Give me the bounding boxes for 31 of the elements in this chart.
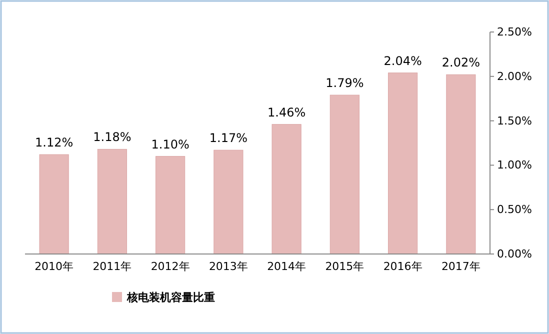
bar	[156, 156, 186, 254]
bar	[214, 150, 244, 254]
y-tick-label: 0.00%	[497, 248, 532, 261]
data-label: 1.17%	[209, 131, 248, 146]
data-label: 2.02%	[442, 56, 480, 70]
data-label: 1.10%	[151, 137, 190, 152]
data-label: 1.18%	[93, 130, 132, 144]
bar	[97, 148, 127, 254]
x-tick-label: 2014年	[267, 260, 306, 273]
data-label: 1.46%	[268, 105, 306, 120]
x-tick-label: 2013年	[208, 260, 248, 273]
bar	[330, 94, 360, 254]
data-label: 2.04%	[384, 54, 422, 68]
bar	[446, 74, 476, 254]
bar	[39, 154, 69, 254]
data-label: 1.79%	[326, 76, 364, 90]
y-tick-label: 1.50%	[497, 114, 532, 128]
bar	[272, 124, 302, 254]
y-tick-label: 2.50%	[497, 26, 532, 39]
x-tick-label: 2010年	[34, 260, 74, 273]
x-tick-label: 2011年	[92, 260, 132, 273]
y-tick-label: 2.00%	[497, 70, 532, 83]
x-tick-label: 2016年	[383, 260, 422, 273]
legend-label: 核电装机容量比重	[126, 291, 215, 304]
data-label: 1.12%	[35, 136, 74, 150]
y-tick-label: 0.50%	[497, 203, 532, 216]
x-tick-label: 2015年	[325, 260, 364, 273]
x-tick-label: 2017年	[441, 260, 480, 273]
y-tick-label: 1.00%	[497, 158, 532, 172]
bar	[388, 72, 418, 254]
x-tick-label: 2012年	[150, 260, 190, 273]
